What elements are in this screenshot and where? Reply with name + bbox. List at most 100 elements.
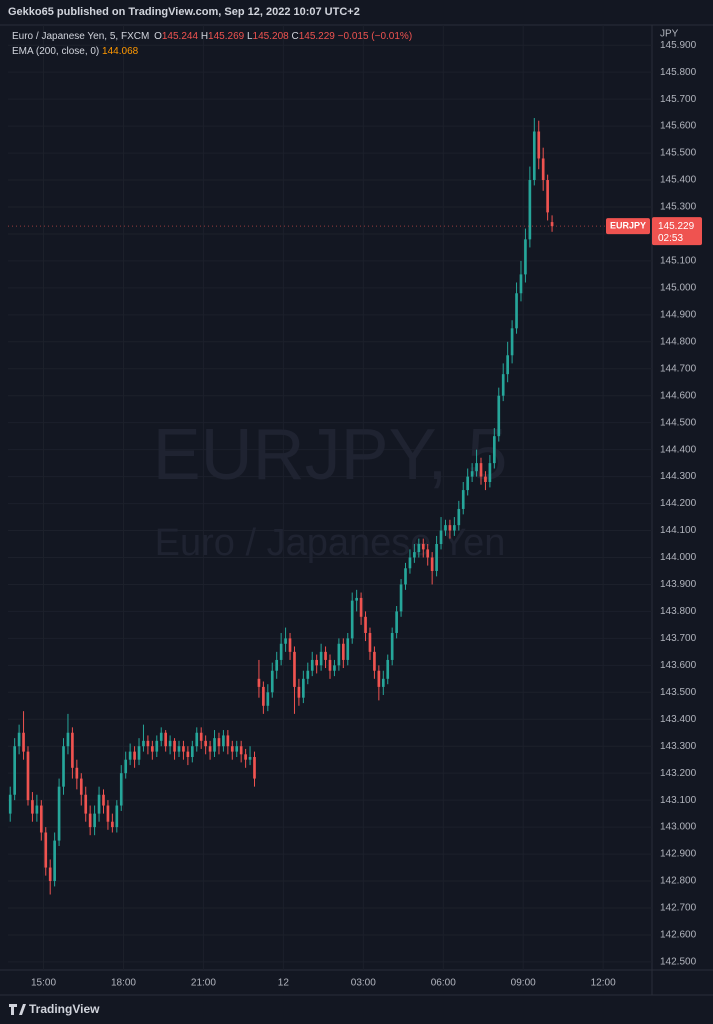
candle-body	[546, 180, 549, 213]
ticks: 142.500 142.600 142.700 142.800 142.900 143.0…	[31, 40, 697, 989]
candle-body	[159, 732, 163, 741]
candle-body	[324, 651, 327, 660]
y-tick-label: 142.600	[660, 930, 697, 941]
y-tick-label: 143.400	[660, 714, 697, 725]
candle-body	[151, 746, 154, 752]
x-tick-label: 12:00	[591, 978, 616, 989]
candle-body	[488, 463, 492, 482]
candle-body	[106, 805, 110, 822]
candle-body	[413, 552, 416, 558]
y-tick-label: 144.200	[660, 498, 697, 509]
candle-body	[93, 813, 96, 828]
candle-body	[270, 670, 274, 693]
y-tick-label: 143.100	[660, 795, 697, 806]
candle-body	[399, 584, 403, 612]
candle-body	[275, 659, 279, 671]
candle-body	[297, 686, 301, 698]
candle-body	[510, 328, 514, 356]
candle-body	[173, 740, 176, 752]
y-tick-label: 144.500	[660, 417, 697, 428]
candle-body	[97, 794, 101, 814]
y-tick-label: 142.700	[660, 903, 697, 914]
y-tick-label: 144.100	[660, 525, 697, 536]
candle-body	[319, 651, 323, 666]
price-tag-value: 145.229	[658, 221, 695, 232]
candle-body	[111, 821, 114, 828]
y-tick-label: 144.300	[660, 471, 697, 482]
candle-body	[124, 759, 128, 774]
legend-label: L	[247, 31, 253, 42]
candle-body	[279, 643, 283, 660]
candle-body	[341, 643, 345, 660]
candle-body	[17, 732, 21, 747]
ema-value: 144.068	[102, 46, 139, 57]
legend-value: 145.229	[299, 31, 336, 42]
x-tick-label: 21:00	[191, 978, 216, 989]
x-tick-label: 12	[278, 978, 290, 989]
candle-body	[22, 732, 25, 752]
candle-body	[293, 651, 296, 687]
candle-body	[350, 600, 354, 639]
y-tick-label: 144.400	[660, 444, 697, 455]
y-tick-label: 144.700	[660, 363, 697, 374]
candle-body	[8, 794, 12, 814]
candle-body	[66, 732, 70, 747]
y-tick-label: 143.500	[660, 687, 697, 698]
y-tick-label: 144.900	[660, 309, 697, 320]
candle-body	[155, 740, 159, 752]
symbol-tag: EURJPY	[610, 221, 646, 231]
candle-body	[248, 757, 252, 760]
axis-unit: JPY	[660, 29, 679, 40]
logo: TradingView	[9, 1002, 100, 1016]
candle-body	[475, 463, 478, 472]
candle-body	[226, 735, 230, 747]
candle-body	[53, 840, 56, 882]
y-tick-label: 145.000	[660, 283, 697, 294]
candle-body	[266, 692, 270, 706]
candle-body	[306, 670, 310, 679]
candle-body	[168, 740, 172, 747]
candle-body	[532, 131, 536, 181]
watermark-sub: Euro / Japanese Yen	[155, 522, 506, 564]
candle-body	[328, 659, 332, 671]
candle-body	[439, 530, 443, 545]
candle-body	[381, 678, 385, 687]
candle-body	[142, 740, 145, 747]
candle-body	[408, 557, 412, 569]
candle-body	[484, 476, 487, 482]
y-tick-label: 143.000	[660, 822, 697, 833]
candle-body	[177, 746, 181, 752]
logo-icon	[9, 1004, 26, 1015]
y-tick-label: 143.800	[660, 606, 697, 617]
candle-body	[39, 805, 43, 833]
y-tick-label: 145.400	[660, 175, 697, 186]
y-tick-label: 144.600	[660, 390, 697, 401]
footer-brand: TradingView	[29, 1002, 100, 1016]
symbol-line: Euro / Japanese Yen, 5, FXCM	[12, 31, 149, 42]
candle-body	[71, 732, 74, 768]
legend: Euro / Japanese Yen, 5, FXCM O145.244 H1…	[12, 31, 412, 42]
candle-body	[359, 597, 363, 617]
legend-value: 145.244	[162, 31, 199, 42]
candle-body	[137, 746, 141, 760]
candle-body	[430, 557, 434, 571]
candle-body	[355, 597, 358, 601]
candle-body	[337, 643, 341, 666]
candle-body	[199, 732, 203, 741]
candle-body	[515, 293, 518, 329]
legend-label: C	[291, 31, 298, 42]
publisher: Gekko65 published on TradingView.com, Se…	[8, 6, 360, 18]
candle-body	[57, 786, 61, 841]
candle-body	[239, 746, 243, 755]
x-tick-label: 18:00	[111, 978, 136, 989]
candle-body	[421, 544, 425, 550]
candle-body	[426, 549, 430, 558]
y-tick-label: 145.300	[660, 202, 697, 213]
legend-label: O	[154, 31, 162, 42]
candle-body	[146, 740, 150, 747]
price-tag-bg	[652, 217, 702, 246]
candle-body	[501, 374, 505, 396]
y-tick-label: 142.800	[660, 876, 697, 887]
candle-body	[217, 738, 221, 747]
